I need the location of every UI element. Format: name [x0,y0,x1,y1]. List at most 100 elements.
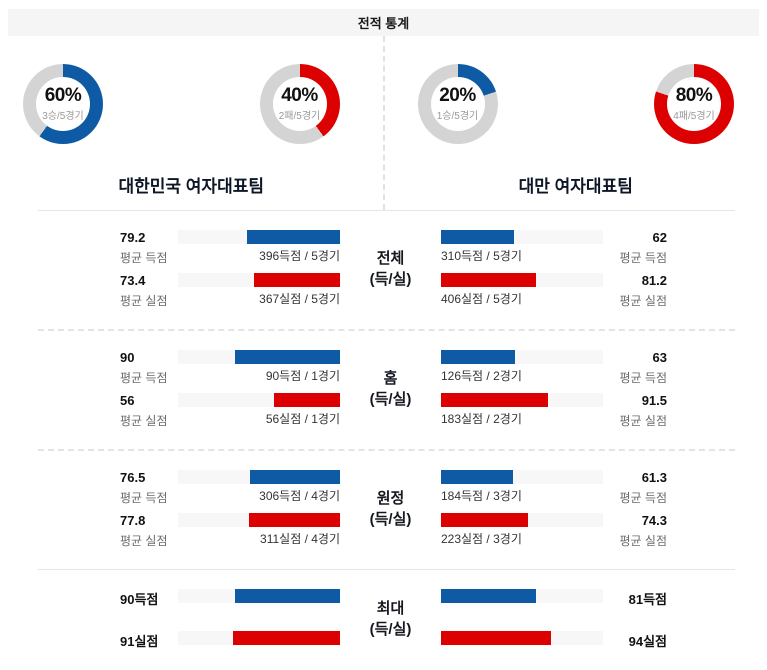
stat-value-block: 79.2 평균 득점 [38,230,178,266]
bar-track [441,513,603,527]
donut-percent: 20% [439,86,476,106]
group-title: 원정(득/실) [340,470,441,549]
bar-fill-blue [250,470,340,484]
bar-track [441,393,603,407]
bar-fill-red [274,393,340,407]
stat-value: 74.3 [603,513,667,528]
bar-fill-blue [441,470,513,484]
stat-value: 62 [603,230,667,245]
group-subtitle-line: (득/실) [340,510,441,530]
stat-value-block: 62 평균 득점 [603,230,735,266]
win-rate-donut-chart: 60% 3승/5경기 [23,64,103,144]
bar-track-wrap: 56실점 / 1경기 [178,393,340,429]
stat-value: 90 [120,350,178,365]
stat-label: 평균 실점 [120,292,178,309]
max-value-label: 90득점 [120,589,158,608]
group-title-line: 최대 [340,599,441,619]
bar-track-wrap [441,631,603,650]
bar-track-wrap: 306득점 / 4경기 [178,470,340,506]
group-title-line: 홈 [340,369,441,389]
bar-track [441,350,603,364]
team-name-right: 대만 여자대표팀 [385,172,767,197]
max-value-label: 91실점 [120,631,158,650]
stat-value-block: 90득점 [38,589,178,608]
bar-fill-red [441,393,548,407]
stat-value: 91.5 [603,393,667,408]
bar-fill-red [249,513,340,527]
bar-fill-red [254,273,340,287]
group-title-line: 전체 [340,249,441,269]
stat-label: 평균 득점 [120,249,178,266]
bar-sub-label: 223실점 / 3경기 [441,530,603,547]
record-summary: 60% 3승/5경기 40% 2패/5경기 대한민국 여자대표팀 20% 1승/… [0,36,767,210]
donut-record-label: 3승/5경기 [42,107,84,122]
bar-fill-blue [247,230,340,244]
group-title-line: 원정 [340,489,441,509]
stat-value: 77.8 [120,513,178,528]
bar-fill-red [233,631,340,645]
bar-track-wrap [441,589,603,608]
stat-row: 90득점 [38,589,340,608]
group-subtitle-line: (득/실) [340,390,441,410]
bar-sub-label: 90득점 / 1경기 [178,367,340,384]
bar-fill-red [441,631,551,645]
bar-track-wrap: 367실점 / 5경기 [178,273,340,309]
bar-track-wrap: 90득점 / 1경기 [178,350,340,386]
bar-track-wrap: 396득점 / 5경기 [178,230,340,266]
stat-value: 79.2 [120,230,178,245]
bar-sub-label: 306득점 / 4경기 [178,487,340,504]
team-left-bars: 90득점 91실점 [38,589,340,650]
team-right-summary: 20% 1승/5경기 80% 4패/5경기 대만 여자대표팀 [383,36,767,210]
bar-track-wrap: 126득점 / 2경기 [441,350,603,386]
donut-center: 40% 2패/5경기 [273,77,327,131]
donut-row-right: 20% 1승/5경기 80% 4패/5경기 [385,64,767,144]
stat-label: 평균 실점 [120,532,178,549]
group-subtitle-line: (득/실) [340,620,441,640]
bar-track [178,513,340,527]
bar-sub-label: 311실점 / 4경기 [178,530,340,547]
stat-row: 94실점 [441,631,735,650]
bar-sub-label: 183실점 / 2경기 [441,410,603,427]
bar-track [441,631,603,645]
bar-sub-label: 396득점 / 5경기 [178,247,340,264]
bar-fill-blue [441,350,515,364]
stat-value-block: 77.8 평균 실점 [38,513,178,549]
stat-group: 90득점 91실점 최대(득/실) 81득점 94실점 [38,570,735,670]
donut-record-label: 4패/5경기 [673,107,715,122]
bar-track [178,589,340,603]
bar-track [178,631,340,645]
stat-value: 81.2 [603,273,667,288]
page-title: 전적 통계 [358,13,409,32]
bar-track [178,230,340,244]
bar-track [178,393,340,407]
stat-label: 평균 득점 [603,249,667,266]
donut-record-label: 2패/5경기 [279,107,321,122]
bar-track-wrap: 183실점 / 2경기 [441,393,603,429]
stat-value: 56 [120,393,178,408]
bar-fill-blue [441,589,536,603]
bar-sub-label: 406실점 / 5경기 [441,290,603,307]
group-title: 최대(득/실) [340,589,441,650]
max-value-label: 81득점 [629,589,667,608]
bar-fill-blue [441,230,514,244]
bar-track-wrap: 311실점 / 4경기 [178,513,340,549]
group-subtitle-line: (득/실) [340,270,441,290]
bar-track-wrap [178,631,340,650]
donut-percent: 80% [676,86,713,106]
